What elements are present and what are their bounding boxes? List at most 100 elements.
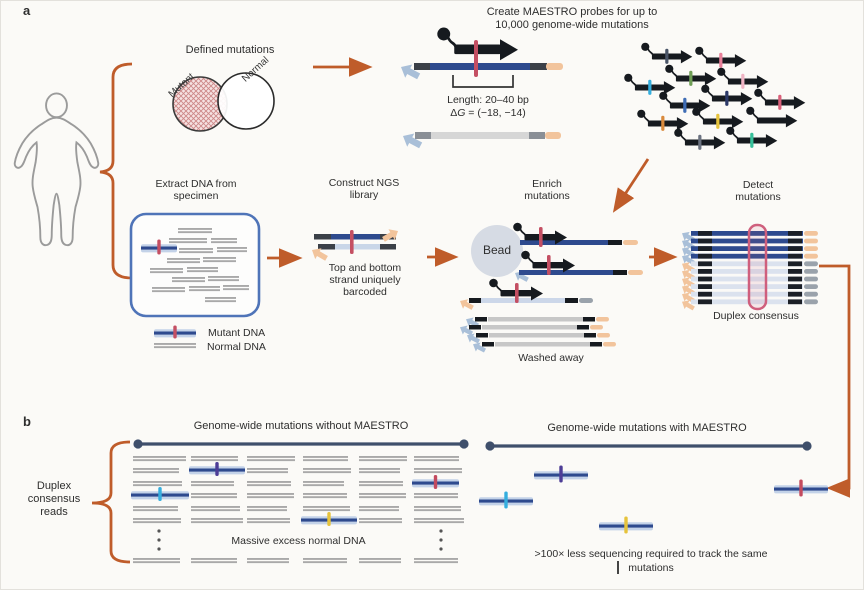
library-label-line1: Construct NGS	[328, 177, 400, 189]
mutation-tick	[157, 239, 161, 255]
normal-dna-read	[303, 493, 347, 499]
dg-rest: = (−18, −14)	[465, 107, 526, 119]
normal-circle	[217, 72, 275, 130]
probe-arrowhead	[734, 54, 747, 68]
ellipsis-dot	[439, 538, 443, 542]
normal-dna-read	[203, 257, 236, 263]
consensus-normal-strand	[682, 291, 818, 303]
normal-dna-read	[223, 285, 249, 291]
dna-segment	[698, 269, 712, 274]
mutation-tick	[515, 283, 519, 303]
normal-dna-read	[187, 267, 218, 273]
washed-strand	[473, 342, 616, 353]
dna-segment	[804, 238, 818, 244]
dna-segment	[698, 276, 712, 282]
orange-braces	[91, 62, 133, 564]
mutation-tick	[327, 512, 331, 526]
extract-label-line2: specimen	[173, 190, 219, 202]
dna-segment	[476, 333, 488, 338]
mutation-tick	[350, 230, 354, 254]
normal-dna-read	[303, 481, 344, 487]
mutation-tick	[158, 487, 162, 501]
extract-label-line1: Extract DNA from	[155, 178, 237, 190]
mutant-dna-read	[189, 462, 245, 476]
panel-a-label: a	[23, 3, 31, 18]
panel-b-brace	[91, 440, 131, 564]
normal-dna-read	[359, 493, 406, 499]
consensus-normal-strand	[682, 284, 818, 296]
captured-strand	[519, 270, 613, 275]
mutation-tick	[725, 90, 729, 106]
probe-arrowhead	[500, 39, 518, 61]
biotin-ball-icon	[659, 91, 668, 100]
washed-strand	[467, 333, 610, 344]
biotin-ball-icon	[521, 250, 530, 260]
body-outline	[13, 116, 100, 247]
dna-segment	[530, 63, 547, 70]
footnote-line2: mutations	[628, 562, 674, 574]
dna-segment	[469, 325, 481, 330]
probe-arrowhead	[563, 258, 575, 273]
maestro-probe-icon	[754, 88, 806, 110]
mutation-tick	[689, 70, 693, 86]
normal-dna-read	[414, 558, 458, 564]
probe-arrowhead	[680, 50, 693, 64]
mutation-tick	[661, 115, 665, 131]
normal-dna-read	[191, 456, 238, 462]
panel-b-label: b	[23, 414, 31, 429]
normal-dna-read	[191, 558, 237, 564]
dna-segment	[482, 342, 494, 347]
bead-label: Bead	[482, 243, 512, 257]
dna-segment	[698, 246, 712, 251]
probe-arrowhead	[756, 75, 769, 89]
biotin-ball-icon	[674, 128, 683, 137]
dg-g: G	[457, 107, 466, 119]
ellipsis-dot	[439, 529, 443, 533]
dna-segment	[583, 317, 595, 322]
dna-segment	[414, 63, 432, 70]
dna-segment	[577, 325, 589, 330]
dna-segment	[623, 240, 638, 245]
dna-segment	[691, 238, 803, 244]
duplex-consensus-stack	[682, 223, 818, 311]
enrich-label-line2: mutations	[524, 190, 570, 202]
mutation-tick	[683, 97, 687, 113]
mutation-tick	[547, 255, 551, 275]
duplex-reads-label-line3: reads	[40, 506, 68, 518]
dna-segment	[698, 261, 712, 267]
adapter-arrow-icon	[312, 248, 328, 261]
with-maestro-title: Genome-wide mutations with MAESTRO	[547, 422, 747, 434]
normal-dna-read	[247, 506, 287, 512]
dna-segment	[804, 246, 818, 251]
normal-dna-read	[414, 518, 464, 524]
normal-dna-read	[359, 506, 399, 512]
maestro-probe-icon	[637, 109, 689, 131]
adapter-arrow-icon	[460, 325, 474, 336]
mutant-dna-read	[479, 491, 533, 509]
biotin-ball-icon	[746, 106, 755, 115]
mutant-dna-read	[774, 479, 828, 497]
normal-dna-read	[359, 468, 400, 474]
detect-label-line2: mutations	[735, 191, 781, 203]
line-end-dot	[133, 439, 143, 449]
normal-dna-read	[414, 506, 461, 512]
normal-dna-read	[359, 518, 402, 524]
probe-arrowhead	[698, 99, 711, 113]
maestro-probe-icon	[659, 91, 711, 113]
maestro-probe-icon	[624, 73, 676, 95]
dna-segment	[529, 132, 545, 139]
dna-segment	[590, 325, 603, 330]
normal-dna-read	[247, 493, 294, 499]
probe-target-strand	[430, 63, 532, 70]
detect-label-line1: Detect	[742, 179, 774, 191]
adapter-arrow-icon	[682, 300, 695, 311]
line-end-dot	[485, 441, 495, 451]
probe-arrowhead	[793, 96, 806, 110]
normal-dna-read	[167, 258, 200, 264]
normal-dna-read	[179, 248, 213, 254]
normal-dna-read	[133, 481, 182, 487]
mutant-dna-read	[131, 487, 189, 501]
mutant-dna-read	[534, 465, 588, 483]
